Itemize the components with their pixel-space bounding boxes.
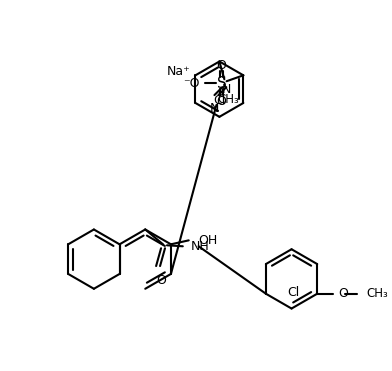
Text: N: N — [221, 83, 231, 96]
Text: CH₃: CH₃ — [218, 92, 240, 105]
Text: OH: OH — [199, 234, 218, 247]
Text: O: O — [156, 274, 166, 287]
Text: CH₃: CH₃ — [367, 287, 388, 300]
Text: ⁻O: ⁻O — [183, 77, 200, 90]
Text: Na⁺: Na⁺ — [166, 65, 190, 78]
Text: O: O — [217, 95, 227, 108]
Text: Cl: Cl — [213, 94, 225, 107]
Text: N: N — [210, 102, 219, 115]
Text: NH: NH — [191, 240, 209, 253]
Text: O: O — [217, 59, 227, 72]
Text: O: O — [338, 287, 348, 300]
Text: Cl: Cl — [287, 286, 299, 299]
Text: S: S — [217, 76, 227, 91]
